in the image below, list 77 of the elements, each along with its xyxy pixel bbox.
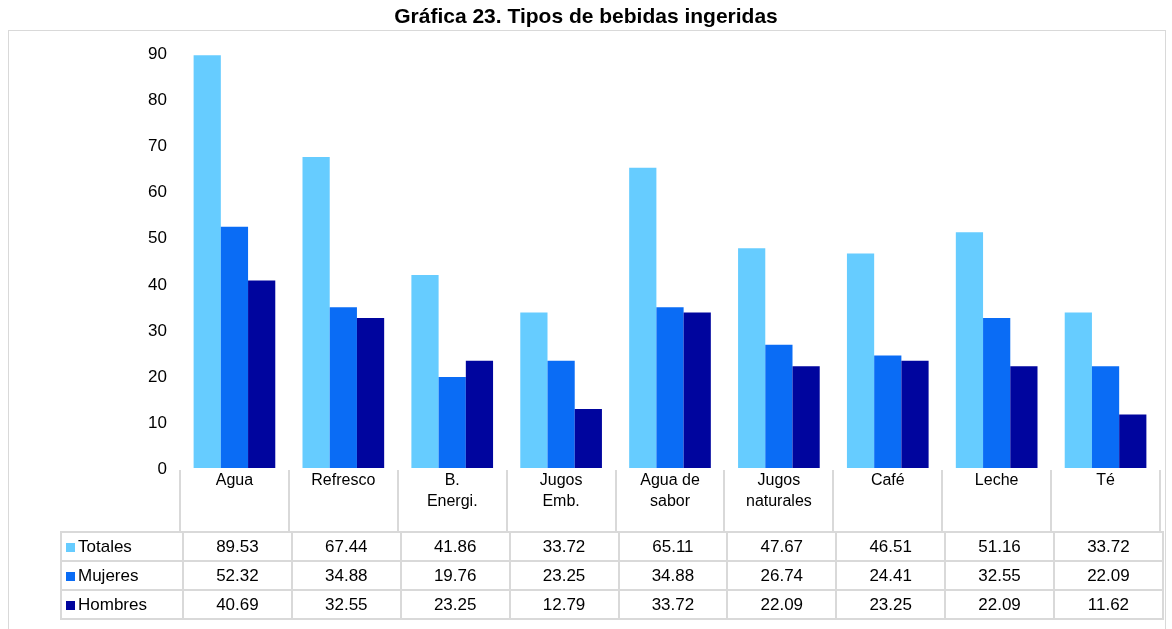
bar (846, 253, 875, 468)
bar (1064, 312, 1092, 468)
data-label: 34.88 (291, 561, 401, 590)
y-tick-label: 90 (148, 44, 167, 63)
data-label: 12.79 (509, 590, 619, 619)
bar (411, 275, 439, 468)
data-label: 22.09 (945, 590, 1054, 619)
bar (193, 55, 221, 468)
data-label: 23.25 (836, 590, 946, 619)
data-label: 22.09 (727, 590, 837, 619)
bar (874, 355, 902, 468)
data-label: 26.74 (727, 561, 837, 590)
bar (955, 232, 984, 468)
bar (1119, 414, 1147, 468)
data-label: 24.41 (836, 561, 946, 590)
y-tick-label: 50 (148, 228, 167, 248)
bar (765, 344, 793, 468)
data-label: 89.53 (183, 532, 292, 561)
bar (302, 157, 330, 468)
y-tick-label: 70 (148, 136, 167, 156)
y-tick-label: 80 (148, 90, 167, 110)
legend-label: Totales (61, 532, 183, 561)
bar (356, 317, 385, 468)
bar (1091, 366, 1120, 468)
data-label: 33.72 (618, 590, 728, 619)
bar (220, 226, 249, 468)
data-label: 34.88 (618, 561, 728, 590)
x-tick-label: Café (870, 471, 905, 488)
legend-label: Hombres (61, 590, 183, 619)
data-label: 23.25 (400, 590, 510, 619)
x-tick-label: Jugos naturales (745, 471, 812, 509)
data-label: 33.72 (509, 532, 619, 561)
data-label: 11.62 (1054, 590, 1163, 619)
bar (465, 360, 494, 468)
data-label: 19.76 (400, 561, 510, 590)
bar (656, 307, 684, 468)
x-tick-label: Agua (215, 471, 254, 488)
y-tick-label: 60 (148, 182, 167, 202)
x-tick-label: Jugos Emb. (539, 471, 583, 509)
bar (547, 360, 575, 468)
data-label: 52.32 (183, 561, 292, 590)
bar (983, 317, 1011, 468)
y-tick-label: 10 (148, 412, 167, 432)
data-label: 22.09 (1054, 561, 1163, 590)
bar (574, 409, 602, 468)
bar (683, 312, 711, 468)
y-tick-label: 30 (148, 320, 167, 340)
data-label: 40.69 (183, 590, 292, 619)
y-tick-label: 0 (157, 458, 167, 478)
x-tick-label: Refresco (311, 471, 376, 488)
data-label: 23.25 (509, 561, 619, 590)
x-tick-label: B. Energi. (426, 471, 478, 509)
data-label: 46.51 (836, 532, 946, 561)
bar (901, 360, 929, 468)
chart-title: Gráfica 23. Tipos de bebidas ingeridas (393, 4, 779, 28)
data-label: 51.16 (945, 532, 1054, 561)
x-tick-label: Agua de sabor (640, 471, 700, 509)
bar (629, 167, 657, 468)
bar (738, 248, 766, 468)
bar (438, 376, 466, 468)
data-label: 47.67 (727, 532, 837, 561)
data-label: 32.55 (291, 590, 401, 619)
bar (520, 312, 548, 468)
y-tick-label: 20 (148, 366, 167, 386)
data-label: 65.11 (618, 532, 728, 561)
bar (792, 366, 820, 468)
data-label: 41.86 (400, 532, 510, 561)
data-label: 32.55 (945, 561, 1054, 590)
legend-label: Mujeres (61, 561, 183, 590)
x-tick-label: Leche (974, 471, 1019, 488)
data-label: 67.44 (291, 532, 401, 561)
bar (248, 280, 276, 468)
bar (1010, 366, 1038, 468)
x-tick-label: Té (1096, 471, 1115, 488)
y-tick-label: 40 (148, 274, 167, 294)
data-label: 33.72 (1054, 532, 1163, 561)
bar (329, 307, 357, 468)
